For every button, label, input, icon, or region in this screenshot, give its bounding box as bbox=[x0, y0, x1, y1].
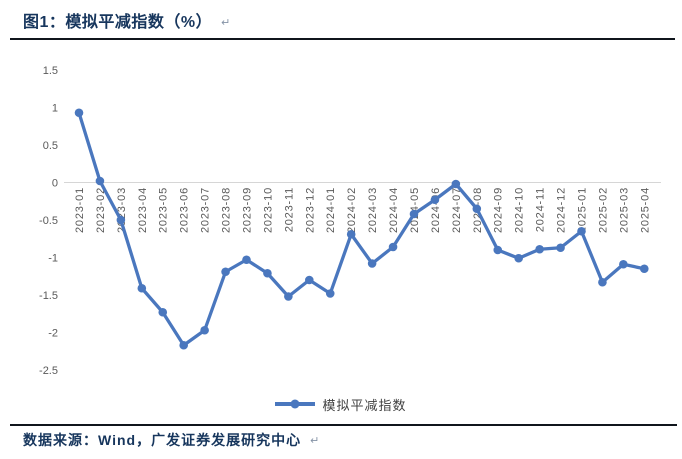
y-axis-tick-label: -2.5 bbox=[39, 365, 58, 377]
data-point-marker bbox=[514, 253, 523, 263]
data-point-marker bbox=[535, 244, 544, 254]
y-axis-tick-label: 1 bbox=[52, 103, 58, 115]
y-axis-tick-label: 0.5 bbox=[43, 140, 58, 152]
data-point-marker bbox=[493, 245, 503, 255]
x-axis-category-label: 2025-03 bbox=[618, 187, 630, 233]
x-axis-category-label: 2024-03 bbox=[367, 187, 379, 233]
x-axis-category-label: 2024-04 bbox=[388, 187, 400, 233]
legend-dot-icon bbox=[290, 399, 300, 409]
data-point-marker bbox=[263, 268, 272, 278]
data-point-marker bbox=[74, 108, 84, 118]
x-axis-category-label: 2024-01 bbox=[325, 187, 337, 233]
y-axis-tick-label: -1.5 bbox=[39, 290, 58, 302]
data-point-marker bbox=[221, 267, 230, 277]
data-point-marker bbox=[95, 176, 105, 186]
footer-divider bbox=[10, 424, 677, 426]
x-axis-category-label: 2023-01 bbox=[74, 187, 86, 233]
data-point-marker bbox=[556, 243, 565, 253]
x-axis-category-label: 2023-12 bbox=[304, 187, 316, 233]
data-point-marker bbox=[598, 277, 607, 287]
x-axis-category-label: 2025-02 bbox=[597, 187, 609, 233]
x-axis-category-label: 2023-07 bbox=[200, 187, 212, 233]
x-axis-category-label: 2023-04 bbox=[137, 187, 149, 233]
x-axis-category-label: 2025-04 bbox=[639, 187, 651, 233]
data-point-marker bbox=[639, 264, 649, 274]
x-axis-category-label: 2023-09 bbox=[241, 187, 253, 233]
figure-title-row: 图1：模拟平减指数（%） ↵ bbox=[23, 8, 231, 32]
data-source-note: 数据来源：Wind，广发证券发展研究中心 bbox=[23, 432, 302, 448]
data-point-marker bbox=[116, 215, 126, 225]
x-axis-category-label: 2024-10 bbox=[514, 187, 526, 233]
data-point-marker bbox=[346, 229, 356, 239]
data-source-row: 数据来源：Wind，广发证券发展研究中心 ↵ bbox=[23, 430, 320, 450]
x-axis-category-label: 2023-11 bbox=[283, 187, 295, 232]
x-axis-category-label: 2025-01 bbox=[576, 187, 588, 233]
legend-line-marker-icon bbox=[275, 399, 316, 409]
data-point-marker bbox=[200, 325, 209, 335]
y-axis-tick-label: 0 bbox=[52, 178, 58, 190]
x-axis-category-label: 2024-12 bbox=[556, 187, 568, 233]
paragraph-return-mark-icon: ↵ bbox=[221, 17, 231, 29]
x-axis-category-label: 2023-02 bbox=[95, 187, 107, 233]
x-axis-category-label: 2023-10 bbox=[262, 187, 274, 233]
x-axis-category-label: 2024-11 bbox=[535, 187, 547, 232]
paragraph-return-mark-icon: ↵ bbox=[310, 435, 321, 447]
x-axis-category-label: 2023-05 bbox=[158, 187, 170, 233]
x-axis-category-label: 2023-06 bbox=[179, 187, 191, 233]
y-axis-tick-label: -0.5 bbox=[39, 215, 58, 227]
x-axis-category-label: 2023-08 bbox=[221, 187, 233, 233]
y-axis-tick-label: -2 bbox=[48, 328, 58, 340]
x-axis-category-label: 2024-07 bbox=[451, 187, 463, 233]
data-point-marker bbox=[388, 242, 398, 252]
data-point-marker bbox=[577, 226, 586, 236]
data-point-marker bbox=[430, 195, 440, 205]
data-point-marker bbox=[305, 275, 314, 285]
data-point-marker bbox=[242, 255, 251, 265]
x-axis-category-label: 2024-02 bbox=[346, 187, 358, 233]
y-axis-tick-label: -1 bbox=[48, 253, 58, 265]
data-point-marker bbox=[284, 292, 293, 301]
data-point-marker bbox=[158, 307, 168, 317]
data-point-marker bbox=[451, 179, 461, 189]
figure-title: 图1：模拟平减指数（%） bbox=[23, 14, 213, 31]
data-point-marker bbox=[619, 259, 628, 269]
data-point-marker bbox=[179, 340, 188, 350]
chart-legend: 模拟平减指数 bbox=[0, 396, 682, 413]
title-divider bbox=[10, 38, 675, 40]
data-point-marker bbox=[472, 204, 482, 214]
data-point-marker bbox=[325, 289, 335, 298]
series-line bbox=[77, 111, 646, 347]
data-point-marker bbox=[137, 283, 147, 293]
data-point-marker bbox=[367, 259, 377, 268]
y-axis-tick-label: 1.5 bbox=[43, 65, 58, 77]
data-point-marker bbox=[409, 209, 419, 219]
legend-label: 模拟平减指数 bbox=[322, 397, 407, 413]
x-axis-category-label: 2024-09 bbox=[493, 187, 505, 233]
